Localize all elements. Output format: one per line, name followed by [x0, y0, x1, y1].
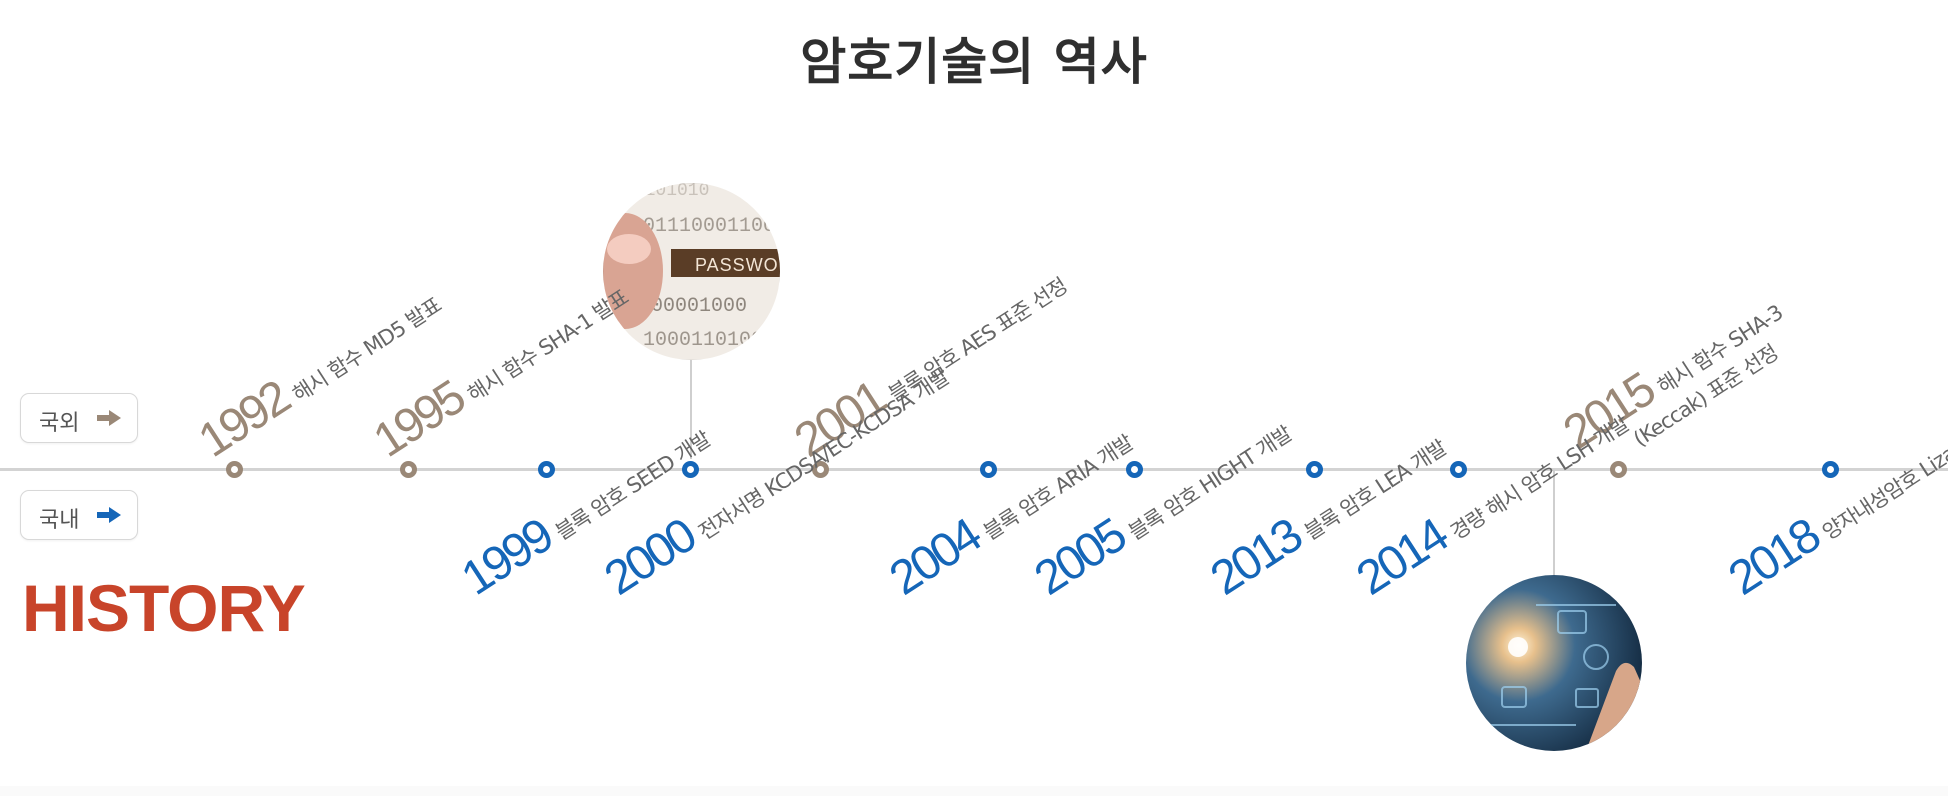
- tech-photo: [1466, 575, 1642, 751]
- timeline-event-domestic: 2004블록 암호 ARIA 개발: [880, 411, 1141, 607]
- password-photo: 01101010 0011100011000 PASSWORD 11000010…: [603, 183, 780, 360]
- timeline-node-international: [400, 461, 417, 478]
- binary-row: 01101010: [623, 183, 709, 201]
- event-text: 전자서명 KCDSA/EC-KCDSA 개발: [694, 365, 954, 545]
- event-year: 1999: [452, 509, 561, 606]
- legend-international-label: 국외: [39, 411, 80, 436]
- password-label: PASSWORD: [695, 255, 780, 275]
- binary-row: 10001101000: [643, 329, 775, 352]
- timeline-node-domestic: [1450, 461, 1467, 478]
- timeline-node-domestic: [1306, 461, 1323, 478]
- photo-connector: [690, 355, 692, 459]
- event-text: 경량 해시 암호 LSH 개발: [1446, 411, 1634, 545]
- timeline-event-domestic: 2018양자내성암호 Lizard 개발: [1719, 387, 1948, 606]
- event-year: 2018: [1719, 509, 1828, 606]
- event-text: 양자내성암호 Lizard 개발: [1818, 408, 1948, 545]
- history-heading: HISTORY: [22, 571, 306, 645]
- timeline-node-international: [1610, 461, 1627, 478]
- legend-domestic: 국내: [20, 490, 138, 540]
- timeline-node-international: [812, 461, 829, 478]
- event-year: 2000: [595, 509, 704, 606]
- event-text: 해시 함수 SHA-1 발표: [463, 285, 633, 407]
- timeline-node-domestic: [538, 461, 555, 478]
- binary-row: 0011100011000: [631, 215, 780, 238]
- timeline-node-domestic: [682, 461, 699, 478]
- event-year: 2004: [880, 509, 989, 606]
- timeline-axis: [0, 468, 1948, 471]
- event-year: 2005: [1025, 509, 1134, 606]
- legend-domestic-label: 국내: [39, 508, 80, 533]
- legend-international: 국외: [20, 393, 138, 443]
- timeline-node-domestic: [980, 461, 997, 478]
- event-year: 2014: [1347, 509, 1456, 606]
- timeline-node-domestic: [1126, 461, 1143, 478]
- arrow-right-icon: [97, 506, 121, 524]
- event-year: 1992: [189, 371, 298, 468]
- event-year: 2013: [1201, 509, 1310, 606]
- timeline-node-international: [226, 461, 243, 478]
- timeline-node-domestic: [1822, 461, 1839, 478]
- photo-connector: [1553, 470, 1555, 580]
- arrow-right-icon: [97, 409, 121, 427]
- event-year: 1995: [364, 371, 473, 468]
- page-title: 암호기술의 역사: [800, 33, 1148, 91]
